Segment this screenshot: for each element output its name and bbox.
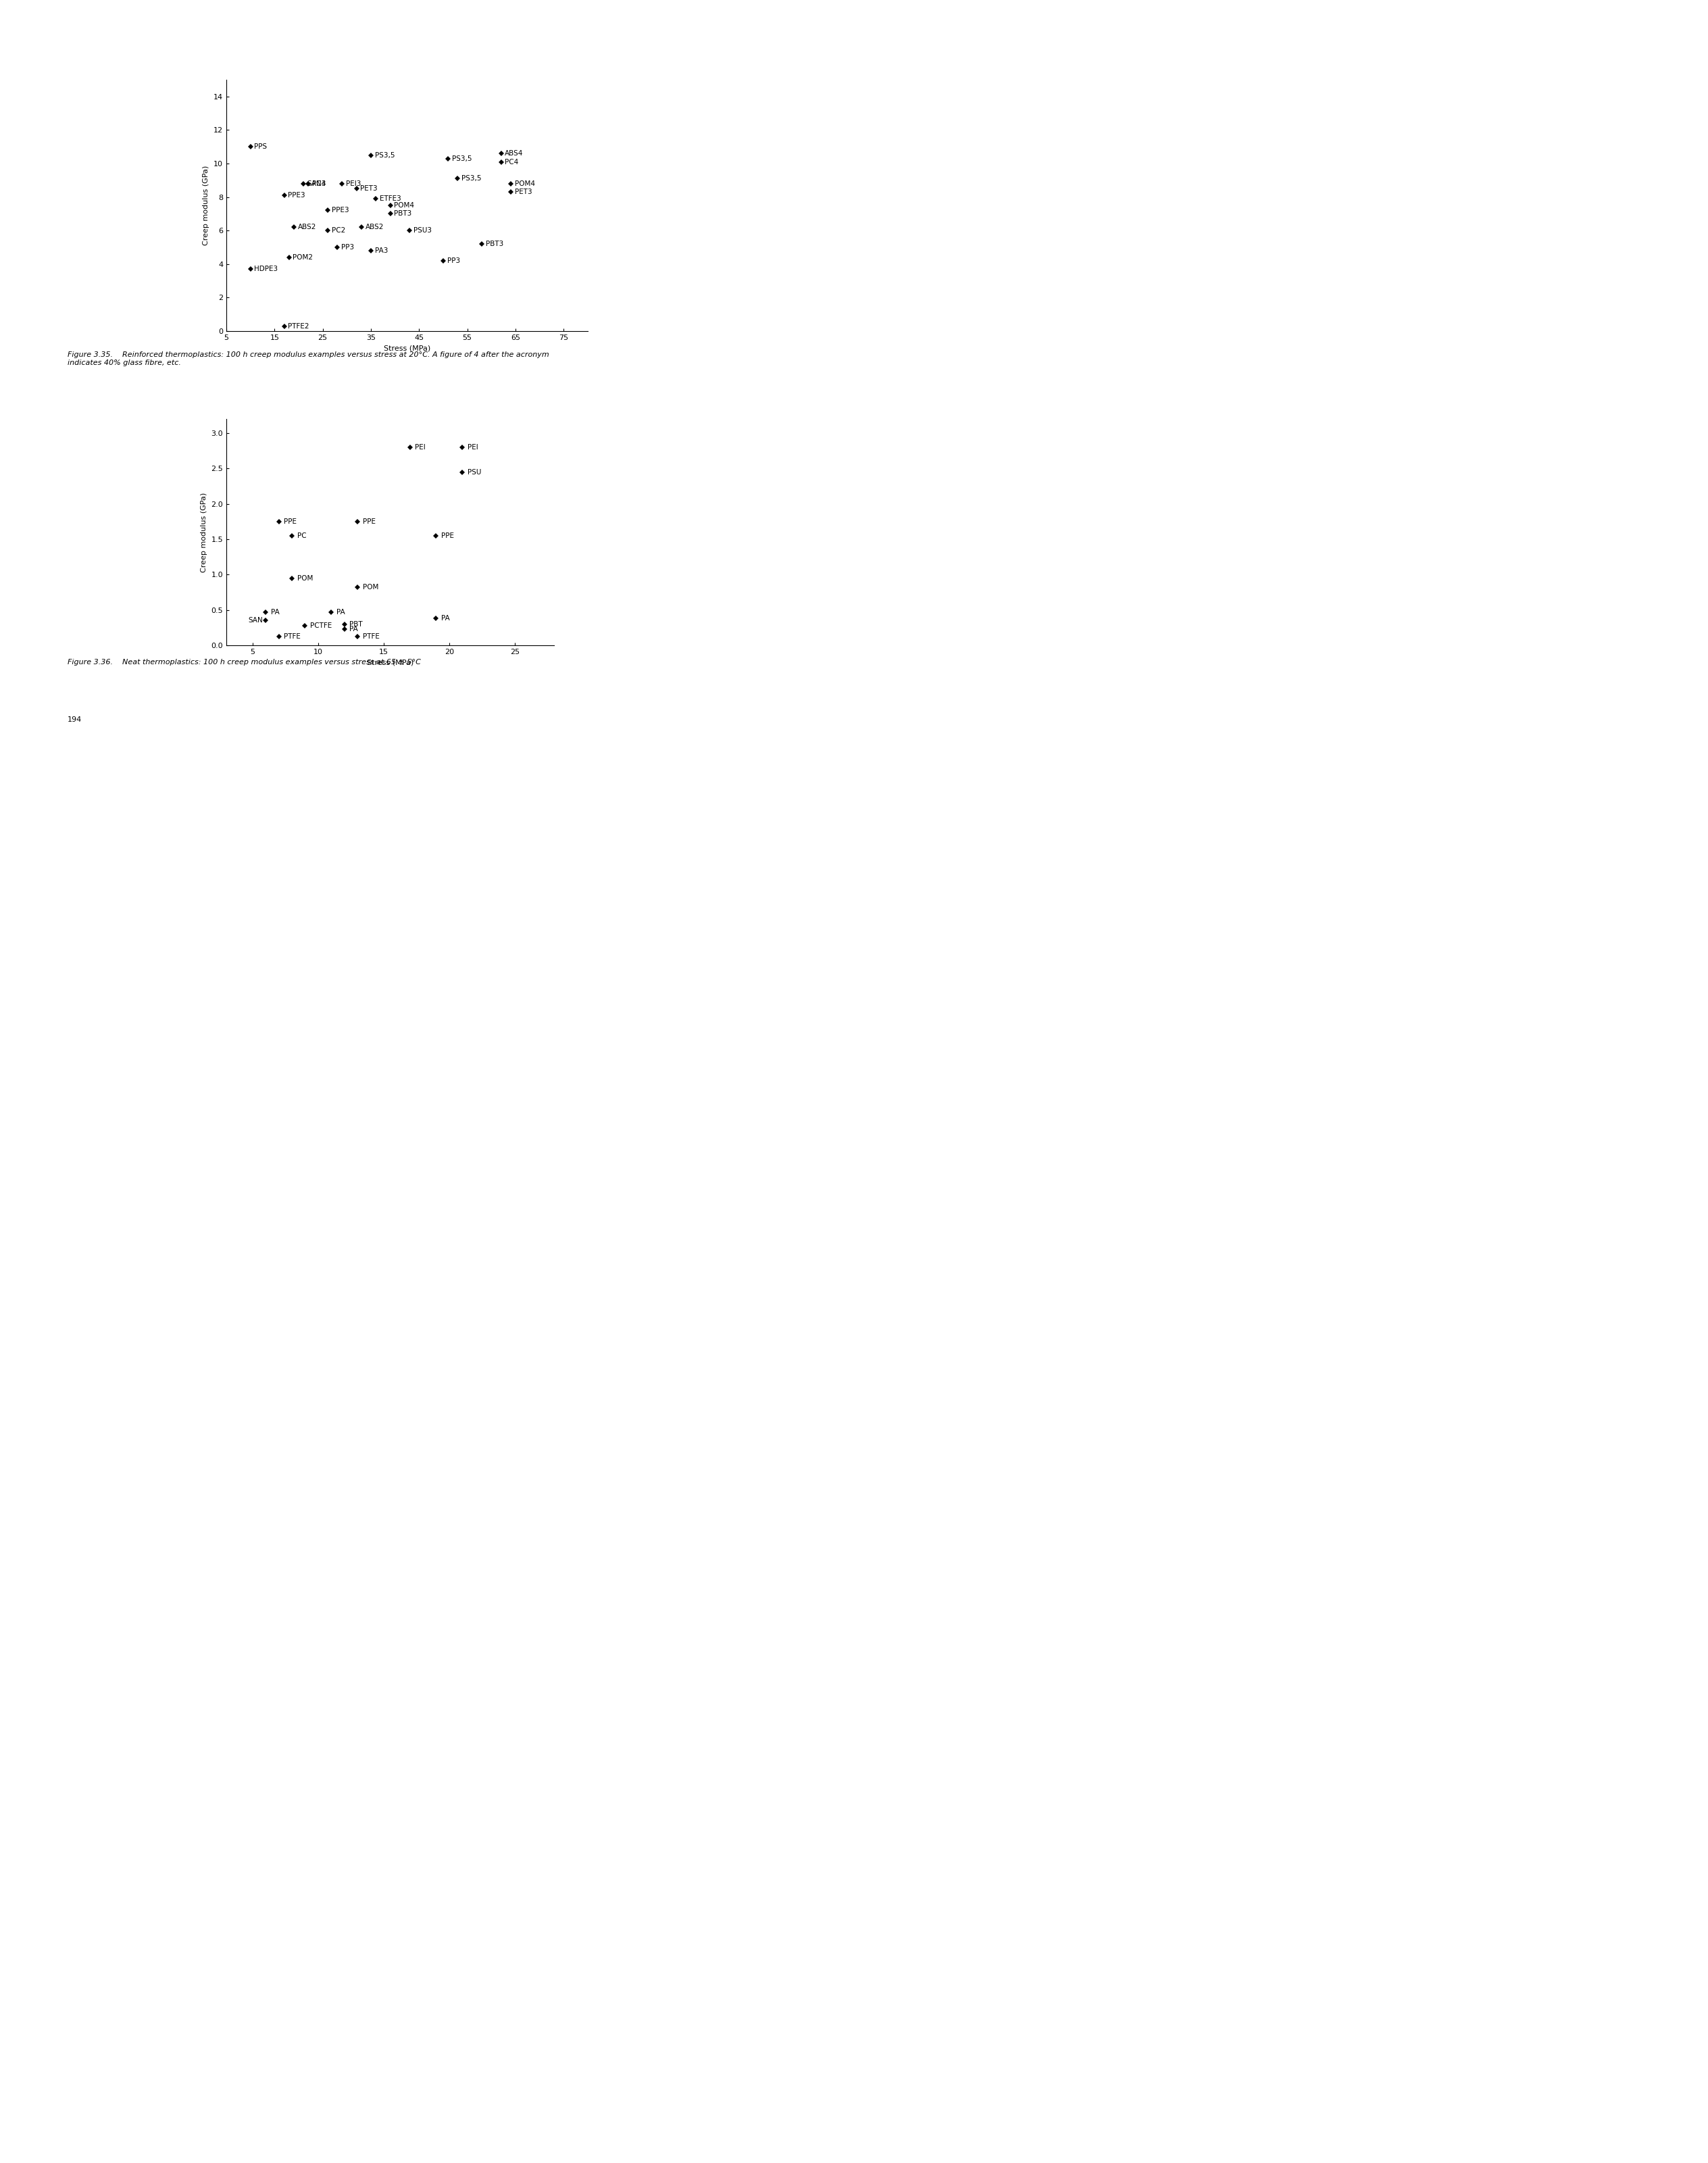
- Text: ABS2: ABS2: [366, 223, 384, 231]
- Text: PA: PA: [336, 608, 345, 616]
- Text: POM4: POM4: [514, 180, 535, 186]
- Text: POM: POM: [297, 575, 313, 582]
- Text: PEI3: PEI3: [345, 180, 360, 186]
- Text: PCTFE: PCTFE: [311, 623, 331, 629]
- Text: POM4: POM4: [395, 201, 415, 210]
- Text: PC: PC: [297, 532, 306, 539]
- Text: PA3: PA3: [374, 247, 388, 253]
- Text: PEI: PEI: [415, 443, 425, 450]
- Text: PET3: PET3: [514, 188, 531, 195]
- Text: PS3,5: PS3,5: [453, 156, 471, 162]
- Y-axis label: Creep modulus (GPa): Creep modulus (GPa): [203, 164, 210, 244]
- Text: POM: POM: [362, 584, 379, 590]
- Text: PSU3: PSU3: [413, 227, 432, 234]
- Text: PET3: PET3: [360, 186, 377, 193]
- Text: PEI: PEI: [468, 443, 478, 450]
- Text: PTFE: PTFE: [284, 634, 301, 640]
- Text: PTFE: PTFE: [362, 634, 379, 640]
- Text: PBT: PBT: [350, 621, 362, 627]
- Text: PBT3: PBT3: [485, 240, 504, 247]
- Text: ABS2: ABS2: [297, 223, 316, 231]
- Text: PS3,5: PS3,5: [374, 151, 395, 158]
- Text: PBT3: PBT3: [395, 210, 412, 216]
- Text: 194: 194: [68, 716, 82, 722]
- Text: PA: PA: [441, 614, 449, 621]
- Text: PP3: PP3: [447, 257, 459, 264]
- Text: PPE: PPE: [284, 519, 297, 526]
- Text: Figure 3.35.    Reinforced thermoplastics: 100 h creep modulus examples versus s: Figure 3.35. Reinforced thermoplastics: …: [68, 350, 548, 366]
- Text: SAN3: SAN3: [307, 180, 326, 186]
- Text: ABS4: ABS4: [506, 149, 523, 158]
- Text: Figure 3.36.    Neat thermoplastics: 100 h creep modulus examples versus stress : Figure 3.36. Neat thermoplastics: 100 h …: [68, 660, 420, 666]
- Text: PA: PA: [350, 625, 359, 632]
- Text: PSU: PSU: [468, 469, 482, 476]
- Text: PC4: PC4: [506, 158, 519, 164]
- Text: PTFE2: PTFE2: [289, 322, 309, 329]
- Text: PPE: PPE: [441, 532, 454, 539]
- Text: PPS: PPS: [254, 143, 266, 149]
- Text: SAN: SAN: [248, 616, 263, 623]
- Text: ETFE3: ETFE3: [379, 195, 401, 201]
- Text: PC2: PC2: [331, 227, 345, 234]
- X-axis label: Stress (MPa): Stress (MPa): [384, 344, 430, 353]
- Text: PPE3: PPE3: [331, 208, 348, 214]
- Text: PC4: PC4: [313, 180, 326, 186]
- Y-axis label: Creep modulus (GPa): Creep modulus (GPa): [200, 493, 207, 571]
- Text: PS3,5: PS3,5: [461, 175, 482, 182]
- Text: PA: PA: [272, 608, 280, 616]
- Text: HDPE3: HDPE3: [254, 266, 278, 273]
- X-axis label: Stress (MPa): Stress (MPa): [367, 660, 413, 666]
- Text: POM2: POM2: [292, 253, 313, 262]
- Text: PPE: PPE: [362, 519, 376, 526]
- Text: PPE3: PPE3: [289, 193, 306, 199]
- Text: PP3: PP3: [342, 244, 354, 251]
